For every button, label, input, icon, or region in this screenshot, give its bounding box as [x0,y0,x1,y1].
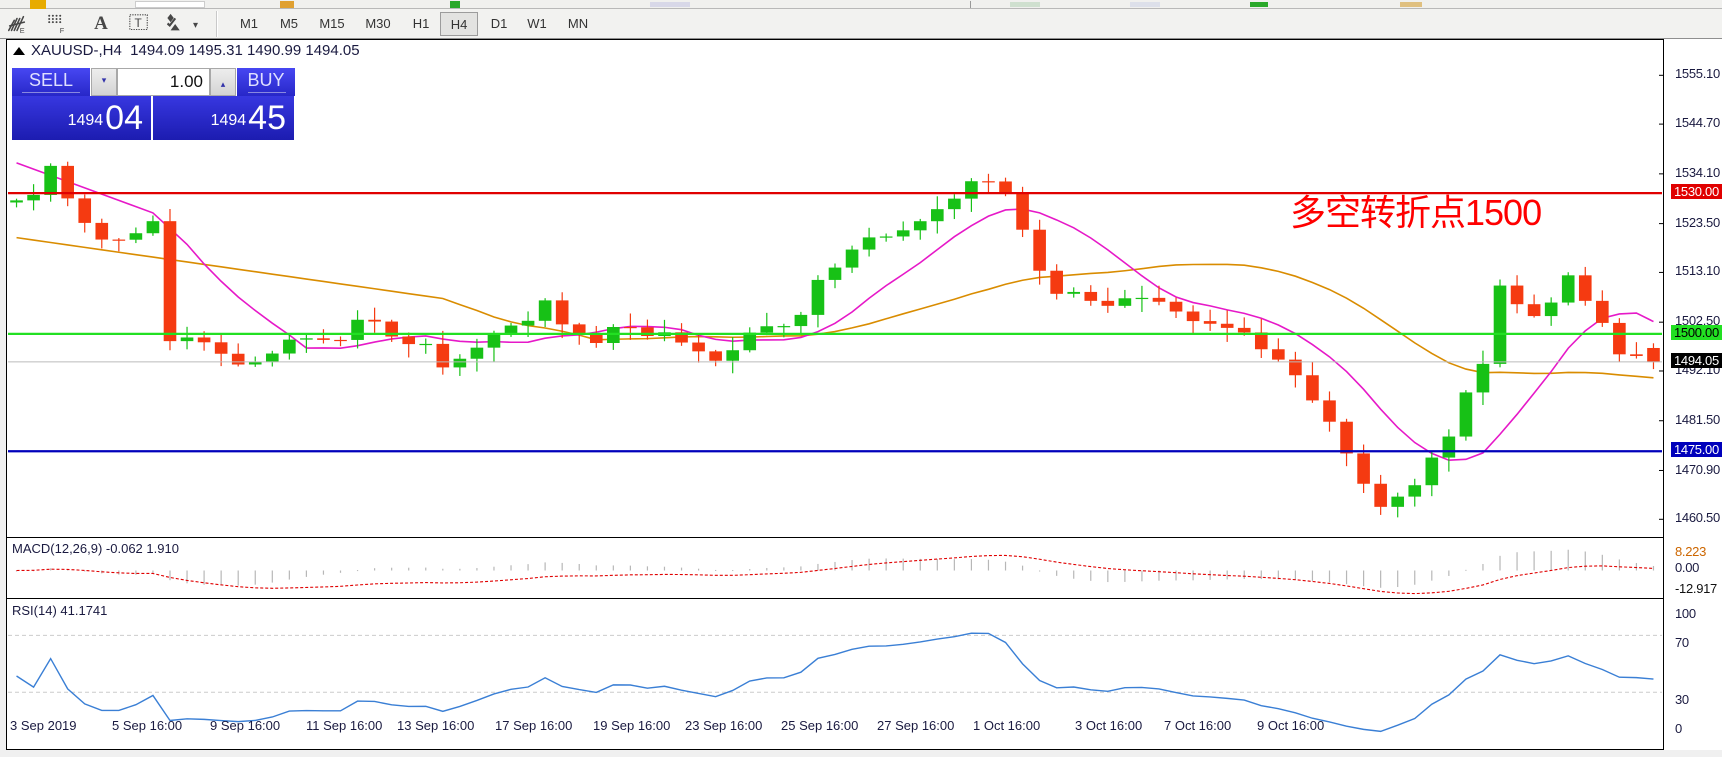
svg-text:F: F [60,26,65,35]
svg-text:E: E [20,26,25,35]
svg-text:T: T [134,16,141,30]
